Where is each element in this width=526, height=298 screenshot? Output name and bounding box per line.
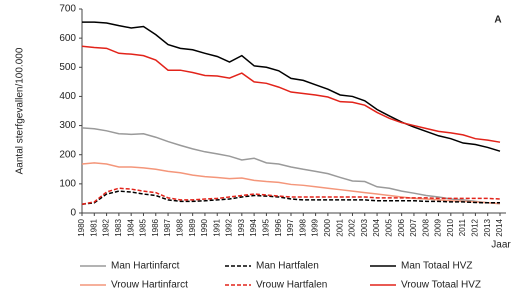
x-tick-label: 1994 [249,218,258,236]
x-tick-label: 1991 [212,218,221,236]
x-tick-label: 1981 [89,218,98,236]
x-axis-label: Jaar [491,240,511,251]
x-tick-label: 2009 [434,218,443,236]
x-tick-label: 1987 [163,218,172,236]
legend-label: Vrouw Hartinfarct [111,280,188,291]
y-tick-label: 400 [59,91,76,102]
x-tick-label: 2003 [360,218,369,236]
x-tick-label: 2000 [323,218,332,236]
panel-label: A [494,15,501,26]
x-tick-label: 2012 [471,218,480,236]
y-tick-label: 100 [59,178,76,189]
legend-label: Man Hartfalen [256,261,319,272]
x-tick-label: 2006 [397,218,406,236]
y-tick-label: 0 [70,208,76,219]
x-tick-label: 1980 [77,218,86,236]
x-tick-label: 2005 [384,218,393,236]
series-line [81,187,501,205]
x-tick-label: 2010 [446,218,455,236]
y-tick-label: 200 [59,149,76,160]
x-tick-label: 1984 [126,218,135,236]
series-line [81,190,500,206]
x-tick-label: 1986 [151,218,160,236]
x-tick-label: 2002 [348,218,357,236]
x-tick-label: 1992 [225,218,234,236]
y-tick-label: 300 [59,120,76,131]
x-tick-label: 2008 [421,218,430,236]
legend-label: Man Hartinfarct [111,261,180,272]
x-tick-label: 2001 [335,218,344,236]
x-tick-label: 2013 [483,218,492,236]
x-tick-label: 2014 [495,218,504,236]
x-tick-label: 1999 [311,218,320,236]
y-tick-label: 600 [59,33,76,44]
series-line [81,127,501,205]
x-tick-label: 1982 [102,218,111,236]
series-line [82,21,501,152]
legend-label: Vrouw Totaal HVZ [401,280,481,291]
y-tick-label: 500 [59,62,76,73]
y-axis-label: Aantal sterfgevallen/100.000 [15,47,26,174]
x-tick-label: 2011 [458,218,467,236]
x-tick-label: 1990 [200,218,209,236]
x-tick-label: 1985 [139,218,148,236]
x-tick-label: 1997 [286,218,295,236]
legend-label: Man Totaal HVZ [401,261,473,272]
x-tick-label: 1989 [188,218,197,236]
x-tick-label: 2007 [409,218,418,236]
x-tick-label: 1998 [298,218,307,236]
series-line [81,162,501,205]
series-line [81,45,501,143]
x-tick-label: 1996 [274,218,283,236]
x-tick-label: 2004 [372,218,381,236]
legend-label: Vrouw Hartfalen [256,280,327,291]
x-tick-label: 1993 [237,218,246,236]
x-tick-label: 1988 [175,218,184,236]
x-tick-label: 1995 [262,218,271,236]
x-tick-label: 1983 [114,218,123,236]
y-tick-label: 700 [59,4,76,15]
